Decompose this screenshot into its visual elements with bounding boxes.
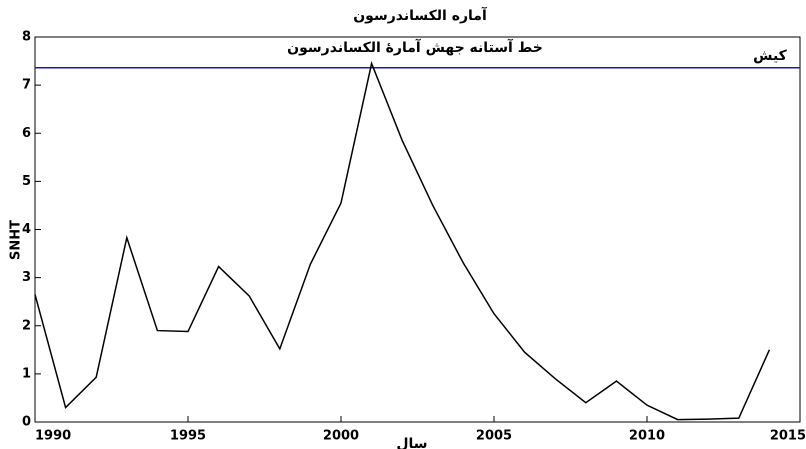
x-tick-label: 2015 [770, 429, 806, 444]
plot-frame [34, 36, 801, 423]
chart-title: آماره الکساندرسون [353, 6, 488, 24]
y-tick-label: 5 [22, 174, 31, 189]
x-tick-label: 1990 [35, 429, 71, 444]
y-tick-label: 6 [22, 126, 31, 141]
y-tick-label: 3 [22, 270, 31, 285]
y-tick-label: 4 [22, 222, 31, 237]
x-axis-label: سال [396, 436, 427, 449]
x-tick-label: 1995 [170, 429, 206, 444]
y-tick-label: 0 [22, 415, 31, 430]
threshold-label: خط آستانه جهش آمارۀ الکساندرسون [287, 38, 543, 56]
data-line [34, 60, 771, 421]
x-tick-label: 2000 [323, 429, 359, 444]
y-tick-label: 7 [22, 78, 31, 93]
y-tick-label: 2 [22, 318, 31, 333]
y-tick-label: 8 [22, 30, 31, 45]
y-tick-label: 1 [22, 366, 31, 381]
y-axis-label: SNHT [9, 220, 24, 260]
station-label: کیش [753, 48, 788, 64]
x-tick-label: 2005 [476, 429, 512, 444]
x-tick-label: 2010 [629, 429, 665, 444]
